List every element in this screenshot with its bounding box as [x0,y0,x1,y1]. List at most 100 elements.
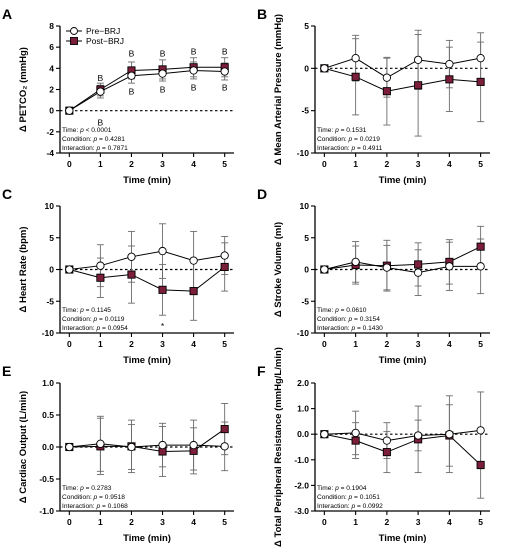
x-tick-label: 0 [322,159,327,169]
significance-annotation: B [191,82,197,92]
pre-brj-point [127,252,136,261]
pre-brj-point [413,431,423,440]
stats-label: Time: [317,127,335,134]
stats-value: = 0.4281 [97,136,125,143]
pre-brj-point [476,54,485,63]
stats-label: Time: [317,485,335,492]
stats-value: = 0.3154 [352,316,380,323]
stats-value: = 0.0610 [339,307,367,314]
x-tick-label: 4 [191,517,196,527]
x-tick-label: 1 [98,339,103,349]
post-brj-point [414,260,423,269]
x-tick-label: 4 [191,339,196,349]
pre-brj-point [351,428,360,438]
stats-value: = 0.0119 [97,316,125,323]
significance-annotation: B [129,87,135,97]
stats-line: Interaction: p = 0.1068 [62,503,128,510]
stats-label: Condition: [317,494,349,501]
stats-line: Condition: p = 0.1051 [317,494,380,501]
significance-annotation: B [160,85,166,95]
stats-p-symbol: p [79,307,84,314]
pre-brj-point [476,426,485,435]
pre-brj-point [220,442,229,451]
y-axis-title: Δ Cardiac Output (L/min) [18,391,29,503]
post-brj-line [69,266,225,292]
y-tick-label: -2.0 [294,480,309,490]
stats-line: Time: p = 0.1145 [62,307,111,314]
stats-value: = 0.1068 [100,503,128,510]
y-tick-label: -10 [297,148,310,158]
x-tick-label: 1 [353,517,358,527]
x-axis-title: Time (min) [379,533,427,544]
x-tick-label: 5 [478,159,483,169]
stats-p-symbol: p [334,485,339,492]
significance-annotation: B [222,46,228,56]
post-brj-point [414,81,423,90]
pre-brj-point [445,262,454,271]
stats-line: Time: p = 0.2783 [62,485,112,492]
significance-annotation: B [129,49,135,59]
post-brj-line [69,428,225,452]
y-tick-label: -3.0 [294,506,309,516]
y-tick-label: -5 [46,296,54,306]
stats-value: = 0.1531 [339,127,367,134]
x-tick-label: 3 [416,339,421,349]
stats-value: < 0.0001 [84,127,112,134]
significance-annotation: B [160,49,166,59]
pre-brj-point [351,257,360,267]
stats-p-symbol: p [348,494,353,501]
pre-brj-point [96,87,105,96]
legend-post-marker [70,37,78,45]
y-tick-label: -4 [46,148,54,158]
x-tick-label: 5 [222,517,227,527]
panel-c: C -10 -5 0 5 10 0 1 2 3 4 5 Time (min) Δ Heart Rate (… [2,186,234,366]
y-tick-label: 1.0 [297,404,309,414]
x-tick-label: 0 [322,517,327,527]
panel-e: E -1.0 -0.5 0.0 0.5 1.0 0 1 2 3 4 5 Time (min) Δ Card… [2,363,234,544]
y-tick-label: -2 [46,127,54,137]
x-tick-label: 5 [478,339,483,349]
x-tick-label: 2 [129,517,134,527]
y-tick-label: 1.0 [42,378,54,388]
pre-brj-point [320,265,329,274]
pre-brj-point [382,263,392,272]
pre-brj-point [189,440,198,450]
stats-value: = 0.1051 [352,494,380,501]
post-brj-point [96,273,105,282]
stats-p-symbol: p [95,145,100,152]
pre-brj-point [320,430,329,439]
post-brj-point [220,262,229,272]
y-tick-label: -1.0 [39,506,54,516]
legend-pre-label: Pre−BRJ [86,26,120,36]
post-brj-point [476,460,485,469]
y-tick-label: 5 [304,21,309,31]
panel-b: B -10 -5 0 5 0 1 2 3 4 5 Time (min) Δ Mean Arterial … [257,6,490,186]
pre-brj-point [220,67,229,76]
y-tick-label: 2.0 [297,378,309,388]
stats-label: Time: [62,307,80,314]
x-tick-label: 0 [67,517,72,527]
stats-p-symbol: p [348,136,353,143]
stats-value: = 0.9518 [97,494,125,501]
post-brj-point [127,270,136,279]
x-tick-label: 2 [385,339,390,349]
stats-line: Condition: p = 0.9518 [62,494,125,501]
stats-p-symbol: p [348,316,353,323]
y-tick-label: 10 [45,201,55,211]
panel-letter: A [2,6,12,22]
x-tick-label: 2 [385,159,390,169]
pre-brj-point [445,430,454,439]
stats-p-symbol: p [79,485,84,492]
post-brj-point [382,87,391,96]
x-axis-title: Time (min) [379,355,427,366]
x-tick-label: 3 [160,339,165,349]
stats-p-symbol: p [93,316,98,323]
y-tick-label: 0.0 [297,429,309,439]
stats-p-symbol: p [350,145,355,152]
pre-brj-point [189,66,198,75]
stats-p-symbol: p [95,325,100,332]
stats-line: Condition: p = 0.0119 [62,316,125,323]
x-tick-label: 0 [322,339,327,349]
stats-line: Time: p < 0.0001 [62,127,112,134]
